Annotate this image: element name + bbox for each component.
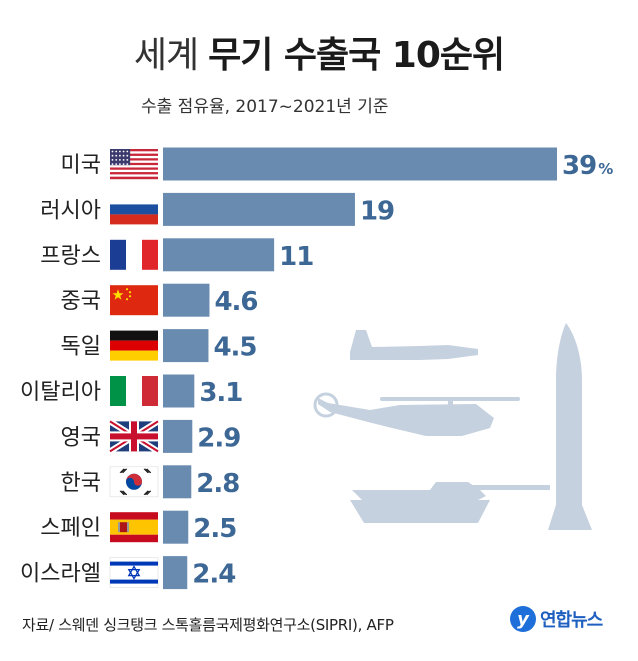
france-flag-icon	[110, 239, 158, 270]
bar	[163, 374, 195, 408]
category-label: 독일	[61, 335, 101, 360]
bar-row: 중국 4.6	[61, 283, 259, 317]
category-label: 이스라엘	[20, 562, 101, 587]
korea-flag-icon	[109, 466, 159, 498]
logo-text: 연합뉴스	[540, 610, 603, 631]
bar-row: 이탈리아 3.1	[20, 374, 243, 408]
category-label: 한국	[61, 471, 101, 496]
title-light: 세계	[133, 35, 199, 76]
value-label: 2.8	[196, 469, 239, 499]
category-label: 이탈리아	[20, 380, 101, 405]
value-label: 4.5	[213, 333, 256, 363]
category-label: 프랑스	[40, 244, 101, 269]
value-label: 39%	[562, 151, 613, 181]
bar	[163, 556, 188, 590]
category-label: 스페인	[40, 516, 101, 541]
title-bold: 무기 수출국 10순위	[208, 35, 505, 76]
value-label: 11	[279, 242, 313, 272]
value-label: 2.9	[197, 423, 240, 453]
china-flag-icon	[110, 285, 158, 316]
us-flag-icon	[110, 149, 158, 180]
category-label: 미국	[61, 153, 101, 178]
bar	[163, 419, 193, 453]
category-label: 러시아	[40, 198, 101, 223]
russia-flag-icon	[110, 194, 158, 225]
fighter-jet-icon	[350, 330, 478, 360]
bar	[163, 192, 355, 226]
value-label: 19	[360, 196, 394, 226]
bar	[163, 465, 192, 499]
category-label: 중국	[61, 289, 101, 314]
bar-row: 한국 2.8	[61, 465, 240, 499]
missile-icon	[548, 323, 592, 530]
germany-flag-icon	[110, 330, 158, 361]
chart-subtitle: 수출 점유율, 2017~2021년 기준	[141, 97, 389, 117]
bar	[163, 510, 189, 544]
value-label: 4.6	[214, 287, 257, 317]
tank-icon	[350, 482, 550, 523]
bar-row: 미국 39%	[61, 147, 614, 181]
category-label: 영국	[61, 425, 101, 450]
source-note: 자료/ 스웨덴 싱크탱크 스톡홀름국제평화연구소(SIPRI), AFP	[22, 616, 394, 634]
value-label: 2.4	[192, 560, 235, 590]
bar-row: 러시아 19	[40, 192, 395, 226]
value-label: 3.1	[199, 378, 242, 408]
bar	[163, 283, 210, 317]
bar-row: 프랑스 11	[40, 238, 314, 272]
israel-flag-icon	[109, 557, 159, 588]
bar-row: 독일 4.5	[61, 329, 258, 363]
helicopter-icon	[313, 392, 520, 436]
bar	[163, 329, 209, 363]
value-label: 2.5	[193, 514, 236, 544]
bar	[163, 147, 557, 181]
spain-flag-icon	[110, 512, 158, 543]
bar	[163, 238, 275, 272]
italy-flag-icon	[110, 376, 158, 406]
chart-title: 세계 무기 수출국 10순위	[0, 26, 638, 78]
bar-row: 스페인 2.5	[40, 510, 237, 544]
yonhap-logo: y 연합뉴스	[510, 606, 603, 632]
unit-label: %	[598, 160, 613, 178]
uk-flag-icon	[108, 418, 160, 454]
bar-row: 이스라엘 2.4	[20, 556, 236, 590]
logo-mark: y	[510, 606, 536, 632]
bar-row: 영국 2.9	[61, 418, 241, 454]
